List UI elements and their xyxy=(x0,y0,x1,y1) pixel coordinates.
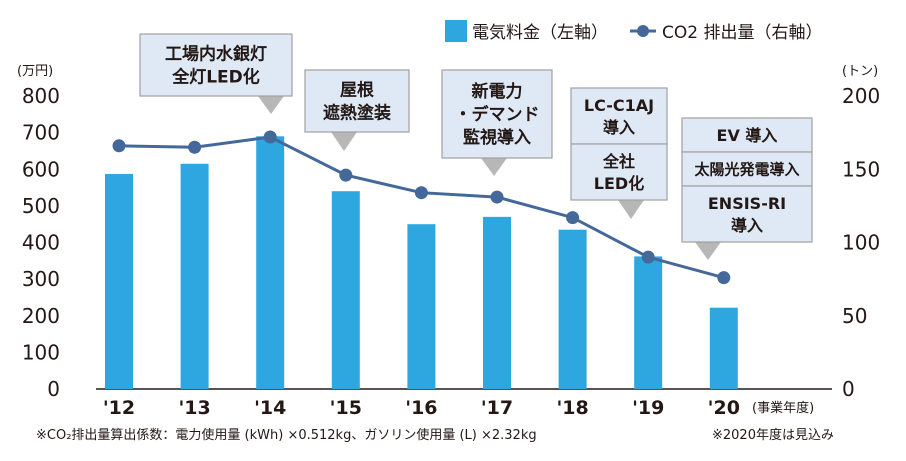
callout-text: 遮熱塗装 xyxy=(323,103,391,124)
callout-text: EV 導入 xyxy=(717,126,778,145)
callout-text: 全灯LED化 xyxy=(171,67,260,88)
legend-line-marker xyxy=(637,25,649,37)
x-tick-label: '14 xyxy=(254,397,286,419)
co2-point xyxy=(339,168,353,182)
co2-point xyxy=(112,139,126,153)
x-tick-label: '19 xyxy=(632,397,664,419)
callout-text: LC-C1AJ xyxy=(584,96,654,115)
callout-pointer-icon xyxy=(331,132,357,151)
callout-text: 太陽光発電導入 xyxy=(694,160,799,178)
co2-point xyxy=(641,250,655,264)
bar xyxy=(634,256,663,389)
callout-box xyxy=(139,33,293,97)
left-axis-tick-label: 600 xyxy=(22,157,60,181)
co2-point xyxy=(188,140,202,154)
bar xyxy=(331,191,360,389)
bar xyxy=(105,174,133,389)
callout-pointer-icon xyxy=(258,96,284,114)
co2-point xyxy=(566,211,580,225)
left-axis-tick-label: 400 xyxy=(22,231,60,255)
callout-box xyxy=(441,69,553,159)
right-axis-tick-label: 0 xyxy=(842,377,855,401)
callout-text: 屋根 xyxy=(340,80,374,101)
bar xyxy=(256,136,285,389)
right-axis-tick-label: 50 xyxy=(842,304,867,328)
legend-bar-swatch xyxy=(445,20,467,42)
bar xyxy=(483,216,511,389)
co2-point xyxy=(414,186,428,200)
callout-box xyxy=(304,69,410,133)
footnote-coefficient: ※CO₂排出量算出係数：電力使用量 (kWh) ×0.512kg、ガソリン使用量… xyxy=(36,428,537,443)
bar xyxy=(709,307,738,389)
callout-text: 新電力 xyxy=(472,81,523,102)
right-axis-unit: (トン) xyxy=(842,64,878,79)
co2-point xyxy=(490,190,504,204)
right-axis-tick-label: 100 xyxy=(842,231,880,255)
callout-text: 導入 xyxy=(731,216,763,235)
right-axis-tick-label: 200 xyxy=(842,84,880,108)
callout-text: 導入 xyxy=(603,118,635,137)
left-axis-tick-label: 100 xyxy=(22,340,60,364)
callout-text: 工場内水銀灯 xyxy=(165,44,267,65)
left-axis-tick-label: 800 xyxy=(22,84,60,108)
left-axis-tick-label: 200 xyxy=(22,304,60,328)
left-axis-tick-label: 0 xyxy=(47,377,60,401)
x-tick-label: '13 xyxy=(178,397,210,419)
x-tick-label: '12 xyxy=(103,397,135,419)
legend-line-label: CO2 排出量（右軸） xyxy=(662,23,822,43)
x-tick-label: '16 xyxy=(405,397,437,419)
callout-box xyxy=(681,185,813,243)
left-axis-unit: (万円) xyxy=(17,64,53,79)
right-axis-tick-label: 150 xyxy=(842,157,880,181)
callout-text: 全社 xyxy=(602,152,635,171)
x-tick-label: '20 xyxy=(708,397,740,419)
callout-text: LED化 xyxy=(594,174,644,193)
callout-text: 監視導入 xyxy=(463,127,531,148)
bar xyxy=(558,229,587,389)
x-tick-label: '18 xyxy=(556,397,588,419)
co2-point xyxy=(263,130,277,144)
footnote-forecast: ※2020年度は見込み xyxy=(712,428,834,443)
left-axis-tick-label: 500 xyxy=(22,194,60,218)
x-tick-label: '15 xyxy=(330,397,362,419)
callout-box xyxy=(570,143,668,201)
bar xyxy=(180,163,209,389)
left-axis-tick-label: 300 xyxy=(22,267,60,291)
left-axis-tick-label: 700 xyxy=(22,121,60,145)
co2-point xyxy=(717,271,731,285)
legend-bar-label: 電気料金（左軸） xyxy=(472,23,608,43)
callout-pointer-icon xyxy=(481,158,507,176)
callout-box xyxy=(681,151,813,187)
bar xyxy=(407,224,436,389)
x-axis-unit: (事業年度) xyxy=(752,400,814,416)
x-tick-label: '17 xyxy=(481,397,513,419)
callout-text: ・デマンド xyxy=(455,104,540,125)
callout-pointer-icon xyxy=(695,242,721,260)
callout-pointer-icon xyxy=(618,200,644,219)
callout-text: ENSIS-RI xyxy=(708,194,786,213)
